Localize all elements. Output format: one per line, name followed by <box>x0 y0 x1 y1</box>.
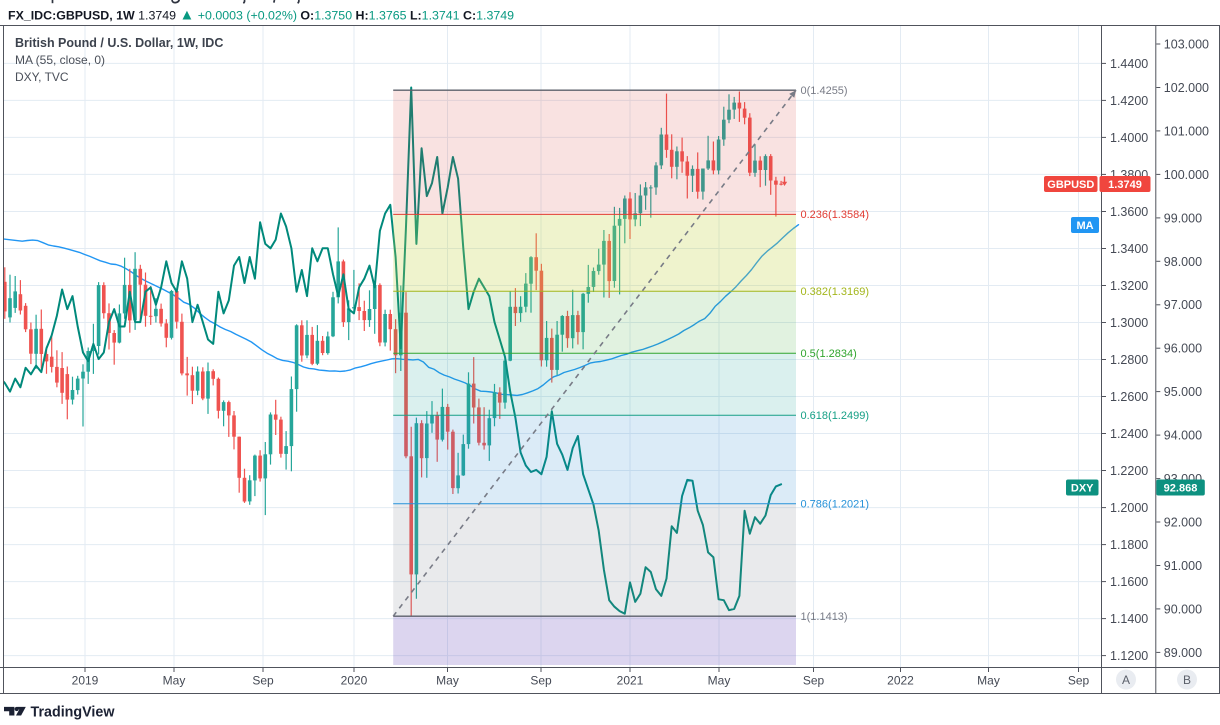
svg-text:GBPUSD: GBPUSD <box>1047 179 1094 191</box>
svg-text:MA (55, close, 0): MA (55, close, 0) <box>15 53 105 67</box>
svg-text:100.000: 100.000 <box>1164 168 1209 182</box>
svg-text:97.000: 97.000 <box>1164 298 1202 312</box>
svg-text:1.4200: 1.4200 <box>1110 94 1148 108</box>
svg-text:90.000: 90.000 <box>1164 602 1202 616</box>
svg-text:DXY: DXY <box>1071 483 1094 495</box>
svg-text:May: May <box>163 674 186 688</box>
svg-text:Sep: Sep <box>1068 674 1090 688</box>
svg-text:May: May <box>977 674 1000 688</box>
svg-text:92.000: 92.000 <box>1164 516 1202 530</box>
svg-text:Sep: Sep <box>252 674 274 688</box>
svg-text:2019: 2019 <box>72 674 99 688</box>
svg-text:1.2400: 1.2400 <box>1110 427 1148 441</box>
svg-text:1.2800: 1.2800 <box>1110 353 1148 367</box>
svg-text:1.3400: 1.3400 <box>1110 242 1148 256</box>
svg-text:0(1.4255): 0(1.4255) <box>801 85 848 97</box>
svg-text:1.4000: 1.4000 <box>1110 131 1148 145</box>
svg-text:1.3000: 1.3000 <box>1110 316 1148 330</box>
svg-text:May: May <box>708 674 731 688</box>
svg-text:1.2600: 1.2600 <box>1110 390 1148 404</box>
svg-text:101.000: 101.000 <box>1164 124 1209 138</box>
svg-text:102.000: 102.000 <box>1164 81 1209 95</box>
svg-text:2020: 2020 <box>341 674 368 688</box>
svg-text:1(1.1413): 1(1.1413) <box>801 611 848 623</box>
svg-text:98.000: 98.000 <box>1164 255 1202 269</box>
svg-text:0.382(1.3169): 0.382(1.3169) <box>801 286 870 298</box>
svg-text:94.000: 94.000 <box>1164 429 1202 443</box>
svg-text:1.3749: 1.3749 <box>1108 179 1142 191</box>
svg-text:91.000: 91.000 <box>1164 559 1202 573</box>
svg-text:2022: 2022 <box>887 674 914 688</box>
svg-text:May: May <box>436 674 459 688</box>
svg-text:1.3600: 1.3600 <box>1110 205 1148 219</box>
svg-text:FX_IDC:GBPUSD, 1W 1.3749 ▲ +0.: FX_IDC:GBPUSD, 1W 1.3749 ▲ +0.0003 (+0.0… <box>8 7 514 24</box>
svg-text:Sep: Sep <box>530 674 552 688</box>
svg-text:1.1400: 1.1400 <box>1110 612 1148 626</box>
svg-text:DXY, TVC: DXY, TVC <box>15 70 69 84</box>
svg-text:1.4400: 1.4400 <box>1110 57 1148 71</box>
svg-text:TradingView: TradingView <box>31 705 116 721</box>
svg-text:89.000: 89.000 <box>1164 646 1202 660</box>
svg-text:1.1600: 1.1600 <box>1110 575 1148 589</box>
svg-text:MA: MA <box>1076 220 1093 232</box>
svg-text:2021: 2021 <box>617 674 644 688</box>
svg-text:0.618(1.2499): 0.618(1.2499) <box>801 410 870 422</box>
svg-text:A: A <box>1122 673 1130 687</box>
svg-text:1.2200: 1.2200 <box>1110 464 1148 478</box>
svg-text:0.5(1.2834): 0.5(1.2834) <box>801 348 857 360</box>
svg-text:103.000: 103.000 <box>1164 38 1209 52</box>
svg-text:1.1800: 1.1800 <box>1110 538 1148 552</box>
svg-text:0.236(1.3584): 0.236(1.3584) <box>801 209 870 221</box>
svg-text:1.2000: 1.2000 <box>1110 501 1148 515</box>
svg-text:British Pound / U.S. Dollar, 1: British Pound / U.S. Dollar, 1W, IDC <box>15 36 223 50</box>
svg-text:92.868: 92.868 <box>1164 483 1198 495</box>
svg-text:1.3200: 1.3200 <box>1110 279 1148 293</box>
svg-text:1.1200: 1.1200 <box>1110 649 1148 663</box>
svg-text:Sep: Sep <box>803 674 825 688</box>
svg-text:B: B <box>1183 673 1191 687</box>
svg-text:99.000: 99.000 <box>1164 211 1202 225</box>
svg-text:0.786(1.2021): 0.786(1.2021) <box>801 499 870 511</box>
svg-text:95.000: 95.000 <box>1164 385 1202 399</box>
svg-text:96.000: 96.000 <box>1164 342 1202 356</box>
